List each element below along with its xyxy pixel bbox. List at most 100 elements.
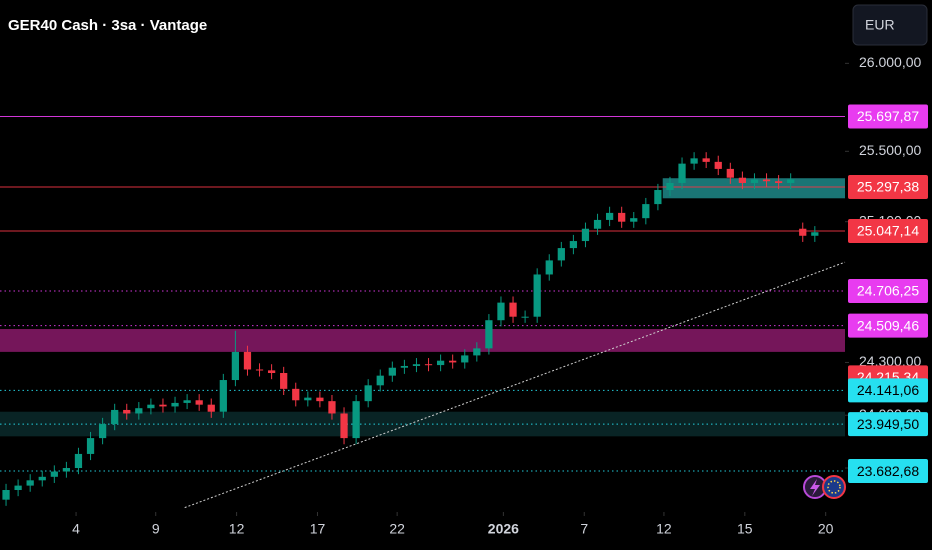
candle-body [642, 204, 650, 219]
candle-body [147, 404, 155, 409]
candle-body [267, 370, 276, 374]
candle-body [62, 468, 71, 472]
candle-body [449, 360, 457, 363]
candle-body [328, 401, 336, 414]
candle-body [255, 369, 264, 371]
candle-body [304, 397, 312, 401]
y-tick-label: 26.000,00 [859, 54, 921, 70]
candle-body [26, 480, 34, 486]
candle-body [714, 161, 722, 169]
candle-body [787, 179, 795, 183]
zone [662, 178, 845, 199]
price-label-box [848, 412, 928, 437]
candle-body [292, 388, 300, 401]
candle-body [497, 302, 505, 321]
candle-body [811, 232, 819, 236]
candle-body [618, 212, 626, 222]
candle-body [750, 179, 759, 183]
price-label-box [848, 174, 928, 199]
price-label-box [848, 278, 928, 303]
candle-body [171, 402, 179, 407]
candle-body [738, 177, 747, 183]
x-tick-label: 7 [580, 521, 588, 537]
x-tick-label: 15 [737, 521, 753, 537]
currency-button[interactable]: EUR [852, 4, 928, 46]
price-label: 24.706,25 [857, 283, 919, 299]
candle-body [352, 401, 360, 439]
candle-body [135, 408, 143, 414]
candle-body [630, 218, 638, 222]
candle-body [436, 360, 445, 366]
indicator-icons [803, 475, 846, 499]
candle-body [195, 400, 203, 405]
price-label: 23.682,68 [857, 463, 919, 479]
icon-glyph [827, 480, 841, 494]
candle-body [412, 364, 421, 366]
candle-body [690, 158, 698, 164]
zone [0, 329, 845, 352]
trend-line [184, 261, 846, 509]
icon-glyph [810, 479, 820, 496]
candle-body [400, 365, 409, 368]
price-label: 23.949,50 [857, 416, 919, 432]
candle-body [509, 302, 517, 317]
candle-body [726, 168, 734, 178]
candle-body [774, 181, 783, 183]
candle-body [424, 364, 433, 366]
x-tick-label: 4 [72, 521, 80, 537]
button-frame[interactable] [852, 4, 928, 46]
candle-body [14, 485, 22, 491]
candle-body [159, 404, 167, 407]
price-label: 24.141,06 [857, 382, 919, 398]
price-label: 24.509,46 [857, 317, 919, 333]
candle-body [569, 241, 578, 249]
chart-title: GER40 Cash · 3sa · Vantage [8, 17, 207, 34]
candle-body [485, 320, 493, 349]
candle-body [340, 413, 348, 439]
candle-body [123, 409, 131, 414]
candle-body [86, 438, 95, 454]
candle-body [521, 316, 529, 318]
y-tick-label: 25.500,00 [859, 142, 921, 158]
candle-body [461, 355, 469, 363]
candle-body [557, 248, 565, 261]
candle-body [605, 212, 614, 220]
lines-layer [0, 115, 846, 509]
candle-body [702, 158, 710, 162]
candle-body [376, 375, 384, 386]
candle-body [678, 163, 686, 183]
labels-layer: 25.697,87 25.297,38 25.047,14 24.706,25 24.5… [848, 104, 928, 484]
x-tick-label: 9 [152, 521, 160, 537]
candle-body [50, 471, 58, 477]
price-label: 25.047,14 [857, 223, 919, 239]
candle-body [74, 453, 83, 469]
candle-body [762, 179, 771, 182]
price-label: 25.297,38 [857, 179, 919, 195]
price-label-box [848, 313, 928, 338]
candle-body [98, 424, 107, 439]
price-label-box [848, 104, 928, 129]
currency-label[interactable]: EUR [865, 17, 895, 33]
x-tick-label: 20 [818, 521, 834, 537]
candle-body [243, 351, 252, 370]
candle-body [183, 400, 191, 403]
x-tick-label: 17 [310, 521, 326, 537]
x-tick-label: 22 [389, 521, 405, 537]
candle-body [593, 219, 602, 229]
candle-body [533, 274, 541, 317]
icon-flag[interactable] [822, 475, 846, 499]
candle-body [280, 373, 288, 389]
candle-body [545, 260, 553, 275]
price-label-box [848, 459, 928, 484]
candle-body [111, 409, 119, 425]
candle-body [473, 348, 481, 356]
x-tick-label: 2026 [488, 521, 519, 537]
x-tick-label: 12 [229, 521, 245, 537]
candle-body [2, 490, 10, 500]
candle-body [388, 367, 396, 376]
candle-body [231, 351, 240, 381]
candle-body [219, 380, 227, 412]
